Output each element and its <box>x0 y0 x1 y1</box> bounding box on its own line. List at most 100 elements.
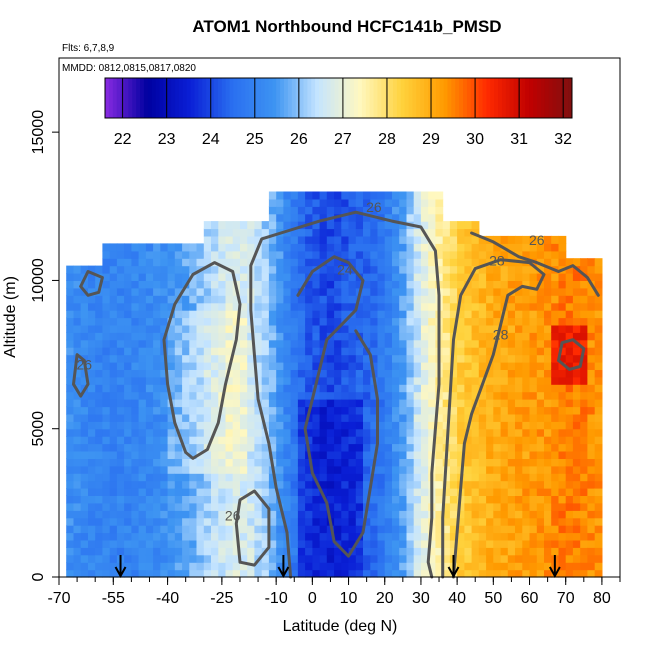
heatmap-cell <box>529 473 538 482</box>
heatmap-cell <box>167 339 176 348</box>
heatmap-cell <box>377 554 386 563</box>
heatmap-cell <box>319 510 328 519</box>
heatmap-cell <box>413 235 422 244</box>
heatmap-cell <box>240 384 248 393</box>
heatmap-cell <box>363 250 371 259</box>
dates-note: MMDD: 0812,0815,0817,0820 <box>62 63 196 74</box>
heatmap-cell <box>297 465 306 474</box>
colorbar-segment <box>482 78 487 118</box>
heatmap-cell <box>587 391 596 400</box>
heatmap-cell <box>95 436 103 445</box>
heatmap-cell <box>536 495 545 504</box>
heatmap-cell <box>145 495 154 504</box>
heatmap-cell <box>341 525 350 534</box>
heatmap-cell <box>95 458 103 467</box>
heatmap-cell <box>145 339 154 348</box>
heatmap-cell <box>529 413 538 422</box>
heatmap-cell <box>290 369 299 378</box>
heatmap-cell <box>247 362 255 370</box>
heatmap-cell <box>420 451 429 459</box>
heatmap-cell <box>464 339 473 348</box>
heatmap-cell <box>174 250 183 259</box>
heatmap-cell <box>319 273 328 281</box>
heatmap-cell <box>370 332 379 341</box>
heatmap-cell <box>247 250 255 259</box>
heatmap-cell <box>203 428 212 437</box>
heatmap-cell <box>551 532 559 541</box>
heatmap-cell <box>182 376 190 385</box>
heatmap-cell <box>88 295 96 304</box>
heatmap-cell <box>326 265 335 274</box>
heatmap-cell <box>131 258 140 267</box>
heatmap-cell <box>449 369 458 378</box>
heatmap-cell <box>232 302 241 311</box>
heatmap-cell <box>261 258 270 267</box>
heatmap-cell <box>138 436 147 445</box>
heatmap-cell <box>457 258 465 267</box>
heatmap-cell <box>261 517 270 526</box>
heatmap-cell <box>167 258 176 267</box>
heatmap-cell <box>73 347 82 356</box>
heatmap-cell <box>268 332 277 341</box>
heatmap-cell <box>471 465 480 474</box>
heatmap-cell <box>95 369 103 378</box>
heatmap-cell <box>153 310 161 319</box>
heatmap-cell <box>290 480 299 489</box>
heatmap-cell <box>247 332 255 341</box>
heatmap-cell <box>363 324 371 333</box>
heatmap-cell <box>515 287 523 296</box>
heatmap-cell <box>102 451 111 459</box>
heatmap-cell <box>544 473 552 482</box>
heatmap-cell <box>334 265 342 274</box>
heatmap-cell <box>370 399 379 408</box>
heatmap-cell <box>355 206 364 215</box>
heatmap-cell <box>73 458 82 467</box>
heatmap-cell <box>80 488 89 496</box>
heatmap-cell <box>420 302 429 311</box>
heatmap-cell <box>211 384 219 393</box>
heatmap-cell <box>449 228 458 237</box>
heatmap-cell <box>261 310 270 319</box>
heatmap-cell <box>312 399 321 408</box>
heatmap-cell <box>109 332 118 341</box>
heatmap-cell <box>413 532 422 541</box>
colorbar-segment <box>494 78 499 118</box>
heatmap-cell <box>312 562 321 571</box>
heatmap-cell <box>276 554 284 563</box>
heatmap-cell <box>153 376 161 385</box>
heatmap-cell <box>290 488 299 496</box>
heatmap-cell <box>153 436 161 445</box>
heatmap-cell <box>102 317 111 326</box>
heatmap-cell <box>109 458 118 467</box>
heatmap-cell <box>500 362 509 370</box>
heatmap-cell <box>544 406 552 415</box>
heatmap-cell <box>254 273 263 281</box>
heatmap-cell <box>109 443 118 452</box>
contour-26-upper-south <box>79 270 104 297</box>
heatmap-cell <box>66 273 74 281</box>
heatmap-cell <box>334 243 342 252</box>
heatmap-cell <box>464 391 473 400</box>
heatmap-cell <box>529 428 538 437</box>
heatmap-cell <box>326 458 335 467</box>
heatmap-cell <box>102 525 111 534</box>
heatmap-cell <box>377 354 386 363</box>
heatmap-cell <box>167 569 176 578</box>
heatmap-cell <box>73 369 82 378</box>
heatmap-cell <box>594 525 603 534</box>
heatmap-cell <box>572 458 581 467</box>
heatmap-cell <box>580 502 588 511</box>
heatmap-cell <box>225 510 234 519</box>
heatmap-cell <box>261 250 270 259</box>
heatmap-cell <box>66 413 74 422</box>
heatmap-cell <box>587 413 596 422</box>
colorbar-segment <box>412 78 417 118</box>
heatmap-cell <box>102 480 111 489</box>
heatmap-cell <box>66 347 74 356</box>
heatmap-cell <box>297 280 306 289</box>
heatmap-cell <box>312 458 321 467</box>
heatmap-cell <box>124 495 132 504</box>
heatmap-cell <box>334 302 342 311</box>
heatmap-cell <box>363 206 371 215</box>
